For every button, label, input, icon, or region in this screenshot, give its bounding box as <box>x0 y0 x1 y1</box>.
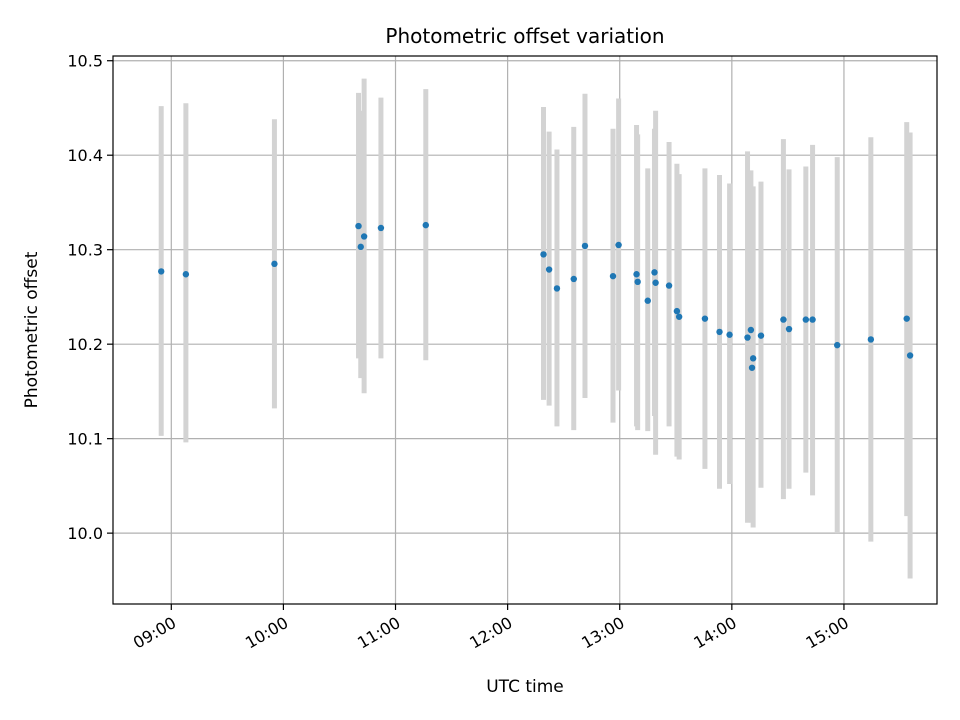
data-point <box>716 328 723 336</box>
plot-area-frame <box>112 55 938 605</box>
data-point <box>652 279 659 286</box>
data-point <box>809 316 816 323</box>
data-point <box>675 313 683 320</box>
data-point <box>747 326 755 334</box>
data-point <box>634 278 641 286</box>
data-point <box>748 364 756 371</box>
data-point <box>665 282 673 289</box>
data-point <box>540 251 547 258</box>
data-point <box>906 352 914 359</box>
data-point <box>609 272 617 280</box>
data-point <box>570 275 577 283</box>
y-tick-label: 10.5 <box>67 52 103 71</box>
data-point <box>744 334 751 341</box>
x-axis-label: UTC time <box>486 677 564 697</box>
data-point <box>545 266 553 273</box>
data-point <box>581 242 589 250</box>
data-point <box>182 271 190 278</box>
y-tick-label: 10.3 <box>67 241 103 260</box>
data-point <box>726 331 733 338</box>
data-point <box>749 355 757 362</box>
data-point <box>673 307 681 315</box>
data-point <box>158 268 165 275</box>
chart-title: Photometric offset variation <box>385 24 664 48</box>
data-point <box>633 271 640 278</box>
data-point <box>357 243 364 251</box>
data-points <box>158 221 914 371</box>
data-point <box>834 341 841 349</box>
data-point <box>615 241 622 249</box>
data-point <box>757 332 765 339</box>
data-point <box>360 233 368 240</box>
y-tick-label: 10.2 <box>67 335 103 354</box>
data-point <box>644 297 651 304</box>
y-axis-ticks: 10.0 10.1 10.2 10.3 10.4 10.5 <box>67 52 113 543</box>
data-point <box>867 336 875 343</box>
data-point <box>355 222 362 230</box>
data-point <box>785 325 793 333</box>
data-point <box>651 269 658 276</box>
data-point <box>271 260 278 268</box>
data-point <box>701 315 709 322</box>
y-tick-label: 10.4 <box>67 146 103 165</box>
data-point <box>553 285 561 292</box>
y-axis-label: Photometric offset <box>22 251 42 408</box>
data-point <box>422 221 429 229</box>
y-tick-label: 10.1 <box>67 430 103 449</box>
y-tick-label: 10.0 <box>67 524 103 543</box>
data-point <box>903 315 910 322</box>
data-point <box>377 224 385 232</box>
data-point <box>780 316 787 323</box>
data-point <box>802 316 810 323</box>
